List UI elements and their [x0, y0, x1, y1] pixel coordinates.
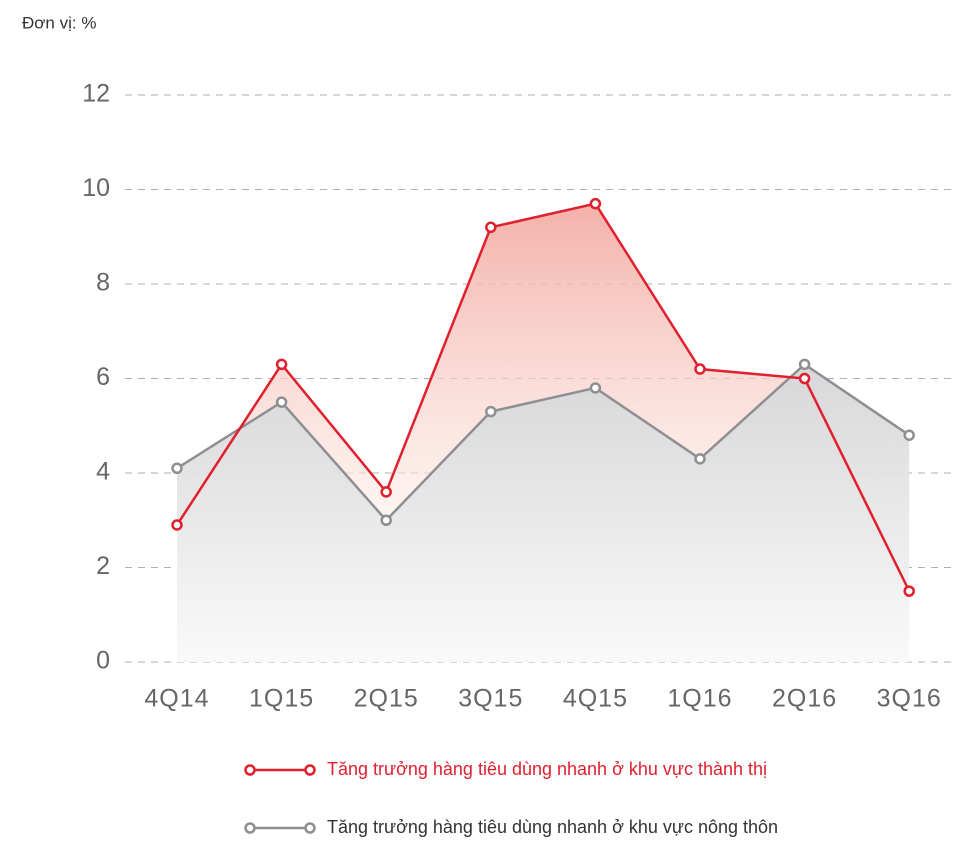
point — [694, 363, 706, 375]
x-tick-label: 2Q16 — [772, 685, 837, 713]
x-tick-label: 1Q16 — [667, 685, 732, 713]
y-tick-label: 12 — [82, 80, 110, 108]
y-tick-label: 0 — [96, 647, 110, 675]
point — [380, 486, 392, 498]
y-tick-label: 2 — [96, 552, 110, 580]
point — [275, 396, 288, 408]
legend-swatch — [304, 764, 316, 776]
point — [694, 453, 706, 465]
x-tick-label: 3Q16 — [877, 685, 942, 713]
point — [485, 405, 497, 418]
point — [171, 462, 183, 475]
point — [798, 372, 811, 385]
series-area — [177, 364, 910, 662]
series-line — [176, 362, 910, 523]
legend-swatch — [304, 822, 316, 834]
point — [171, 519, 183, 531]
point — [380, 514, 392, 526]
point — [589, 197, 602, 210]
y-tick-label: 4 — [96, 458, 110, 486]
x-tick-label: 4Q14 — [144, 685, 209, 713]
point — [903, 585, 915, 597]
legend-label: Tăng trưởng hàng tiêu dùng nhanh ở khu v… — [327, 817, 778, 837]
x-tick-label: 4Q15 — [563, 685, 628, 713]
legend-swatch — [244, 764, 256, 776]
x-tick-label: 1Q15 — [249, 685, 314, 713]
point — [485, 221, 497, 234]
y-tick-label: 10 — [82, 174, 110, 202]
x-tick-label: 2Q15 — [354, 685, 419, 713]
y-tick-label: 8 — [96, 269, 110, 297]
unit-label: Đơn vị: % — [22, 13, 96, 32]
point — [275, 358, 288, 371]
legend-swatch — [244, 822, 256, 834]
y-tick-label: 6 — [96, 363, 110, 391]
point — [903, 429, 915, 441]
point — [589, 382, 602, 394]
series-line — [175, 202, 911, 592]
x-tick-label: 3Q15 — [458, 685, 523, 713]
point — [798, 358, 811, 371]
legend-label: Tăng trưởng hàng tiêu dùng nhanh ở khu v… — [327, 759, 767, 779]
